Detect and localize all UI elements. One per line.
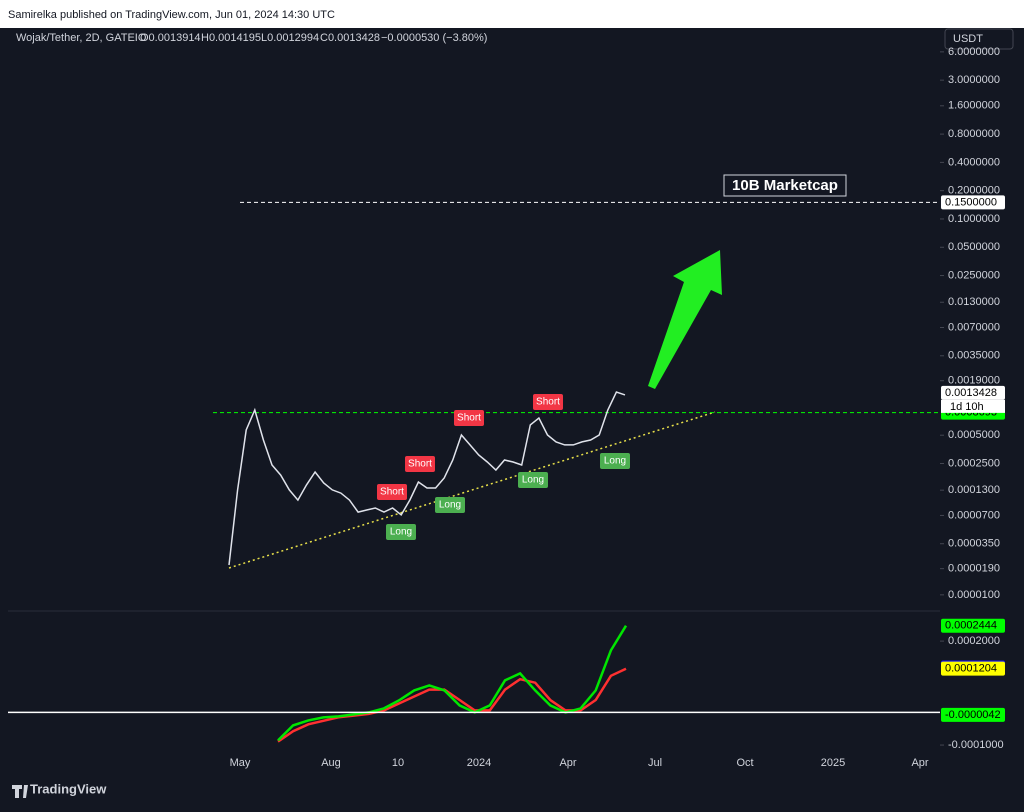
x-tick-label: 2025 xyxy=(821,757,845,769)
y-tick-label: 0.0130000 xyxy=(948,296,1000,308)
series-line xyxy=(277,667,627,743)
y-tick-label: 0.0002500 xyxy=(948,457,1000,469)
countdown-box xyxy=(941,399,1005,413)
signal-label: Long xyxy=(522,475,544,486)
brand-logo xyxy=(12,785,28,798)
publisher: Samirelka published on TradingView.com, … xyxy=(8,9,335,21)
signal-tag xyxy=(405,456,435,472)
y-tick-label: 0.0250000 xyxy=(948,269,1000,281)
signal-label: Long xyxy=(390,527,412,538)
y-tick-label: 0.0005000 xyxy=(948,429,1000,441)
y-tick-label: 0.0070000 xyxy=(948,321,1000,333)
price-tag xyxy=(941,618,1005,633)
signal-label: Short xyxy=(380,487,404,498)
y-tick-label: 0.0035000 xyxy=(948,350,1000,362)
annotation: 10B Marketcap xyxy=(732,177,838,194)
signal-label: Short xyxy=(408,459,432,470)
countdown: 1d 10h xyxy=(950,401,984,413)
y-tick-label: 0.4000000 xyxy=(948,156,1000,168)
price-tag-label: -0.0000042 xyxy=(945,709,1001,721)
price-tag xyxy=(941,195,1005,210)
symbol: Wojak/Tether, 2D, GATEIO xyxy=(16,32,147,44)
y-tick-label: 6.0000000 xyxy=(948,46,1000,58)
chart-area xyxy=(8,28,1016,775)
currency[interactable]: USDT xyxy=(953,33,983,45)
x-tick-label: 10 xyxy=(392,757,404,769)
signal-label: Short xyxy=(457,413,481,424)
y-tick-label: 0.0001300 xyxy=(948,484,1000,496)
y-tick-label: -0.0001000 xyxy=(948,739,1004,751)
signal-label: Long xyxy=(604,456,626,467)
y-tick-label: 1.6000000 xyxy=(948,100,1000,112)
trend-line xyxy=(228,411,716,569)
y-tick-label: 0.8000000 xyxy=(948,128,1000,140)
signal-label: Short xyxy=(536,397,560,408)
x-tick-label: Apr xyxy=(911,757,928,769)
y-tick-label: 0.0000190 xyxy=(948,563,1000,575)
brand: TradingView xyxy=(30,781,107,796)
x-tick-label: 2024 xyxy=(467,757,491,769)
price-tag xyxy=(941,707,1005,722)
y-tick-label: 0.0019000 xyxy=(948,375,1000,387)
y-tick-label: 3.0000000 xyxy=(948,74,1000,86)
x-tick-label: Aug xyxy=(321,757,341,769)
y-tick-label: 0.0000100 xyxy=(948,589,1000,601)
signal-label: Long xyxy=(439,500,461,511)
signal-tag xyxy=(386,524,416,540)
x-tick-label: Apr xyxy=(559,757,576,769)
ohlc-close: C0.0013428 xyxy=(320,32,380,44)
signal-tag xyxy=(377,484,407,500)
x-tick-label: May xyxy=(230,757,251,769)
price-tag-label: 0.0013428 xyxy=(945,387,997,399)
signal-tag xyxy=(435,497,465,513)
y-tick-label: 0.0000350 xyxy=(948,538,1000,550)
header-bar xyxy=(0,0,1024,28)
price-tag-label: 0.0002444 xyxy=(945,620,997,632)
signal-tag xyxy=(600,453,630,469)
signal-tag xyxy=(533,394,563,410)
y-tick-label: 0.1000000 xyxy=(948,213,1000,225)
y-tick-label: 0.2000000 xyxy=(948,185,1000,197)
footer xyxy=(0,775,1024,812)
y-tick-label: 0.0000700 xyxy=(948,509,1000,521)
price-tag xyxy=(941,385,1005,400)
ohlc-open: O0.0013914 xyxy=(140,32,201,44)
currency-box[interactable] xyxy=(944,28,1014,50)
arrow xyxy=(648,250,722,389)
price-tag xyxy=(941,661,1005,676)
y-tick-label: 0.0500000 xyxy=(948,241,1000,253)
signal-tag xyxy=(454,410,484,426)
x-tick-label: Jul xyxy=(648,757,662,769)
price-tag-label: 0.0001204 xyxy=(945,663,997,675)
series-line xyxy=(228,391,626,566)
y-tick-label: 0.0002000 xyxy=(948,635,1000,647)
signal-tag xyxy=(518,472,548,488)
ohlc-low: L0.0012994 xyxy=(261,32,319,44)
annotation-box xyxy=(723,174,847,197)
price-tag-label: 0.1500000 xyxy=(945,196,997,208)
x-tick-label: Oct xyxy=(736,757,753,769)
ohlc-change: −0.0000530 (−3.80%) xyxy=(381,32,487,44)
ohlc-high: H0.0014195 xyxy=(201,32,261,44)
